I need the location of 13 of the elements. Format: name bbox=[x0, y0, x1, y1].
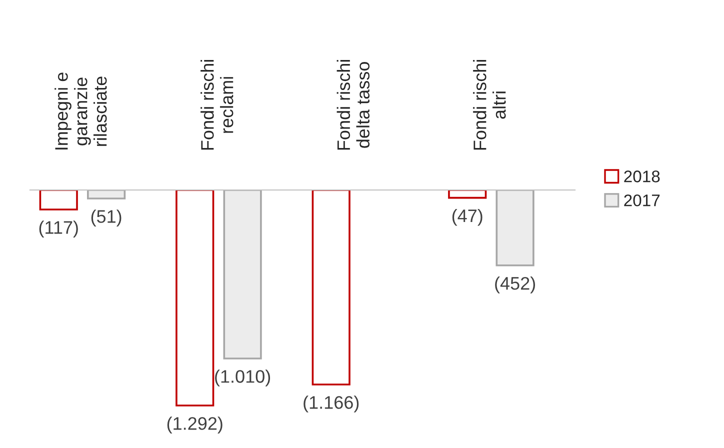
x-tick-label: Fondi rischi delta tasso bbox=[336, 60, 370, 150]
data-label: (452) bbox=[495, 276, 536, 294]
x-tick-label: Impegni e garanzie rilasciate bbox=[54, 72, 107, 150]
legend-label: 2017 bbox=[624, 194, 660, 206]
data-label: (51) bbox=[91, 210, 122, 226]
x-tick-label: Fondi rischi altri bbox=[473, 60, 506, 150]
data-label: (1.166) bbox=[304, 396, 359, 412]
data-label: (117) bbox=[39, 220, 78, 238]
data-label: (47) bbox=[452, 208, 482, 226]
x-tick-label: Fondi rischi reclami bbox=[200, 60, 234, 150]
data-label: (1.010) bbox=[215, 370, 270, 386]
legend-label: 2018 bbox=[624, 170, 660, 182]
data-label: (1.292) bbox=[167, 416, 222, 434]
